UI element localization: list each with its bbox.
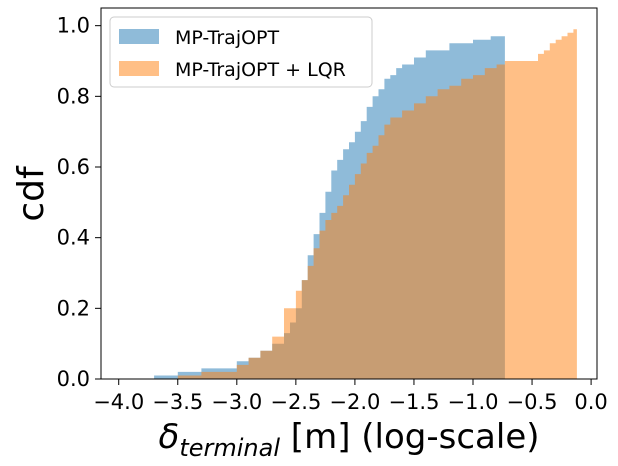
x-tick-label: −2.0 <box>329 390 380 414</box>
x-tick-label: −2.5 <box>270 390 321 414</box>
x-tick-label: −1.0 <box>448 390 499 414</box>
x-axis-label: δterminal [m] (log-scale) <box>159 417 540 462</box>
y-tick-label: 0.4 <box>57 226 90 250</box>
x-tick-label: −3.5 <box>152 390 203 414</box>
y-tick-label: 0.6 <box>57 155 90 179</box>
series-area-mp-trajopt-lqr <box>148 25 577 379</box>
y-tick-label: 1.0 <box>57 14 90 38</box>
x-tick-label: −1.5 <box>388 390 439 414</box>
legend-swatch-mp-trajopt <box>119 29 159 44</box>
y-tick-label: 0.8 <box>57 84 90 108</box>
legend-frame <box>109 16 373 88</box>
x-tick-label: −3.0 <box>211 390 262 414</box>
x-ticks: −4.0 −3.5 −3.0 −2.5 −2.0 −1.5 −1.0 −0.5 0.0 <box>93 379 608 414</box>
series-layer <box>124 25 577 379</box>
x-axis-label-subscript: terminal <box>179 434 280 462</box>
y-ticks: 0.0 0.2 0.4 0.6 0.8 1.0 <box>57 14 101 391</box>
x-tick-label: 0.0 <box>574 390 607 414</box>
y-axis-label: cdf <box>11 165 52 222</box>
legend-label-mp-trajopt-lqr: MP-TrajOPT + LQR <box>175 59 346 81</box>
legend: MP-TrajOPT MP-TrajOPT + LQR <box>109 16 373 88</box>
legend-label-mp-trajopt: MP-TrajOPT <box>175 27 280 49</box>
x-tick-label: −0.5 <box>507 390 558 414</box>
plot-frame <box>100 7 598 380</box>
y-tick-label: 0.2 <box>57 296 90 320</box>
x-tick-label: −4.0 <box>93 390 144 414</box>
x-axis-label-symbol: δ <box>159 417 180 457</box>
y-tick-label: 0.0 <box>57 367 90 391</box>
legend-swatch-mp-trajopt-lqr <box>119 61 159 76</box>
x-axis-label-rest: [m] (log-scale) <box>280 417 540 457</box>
